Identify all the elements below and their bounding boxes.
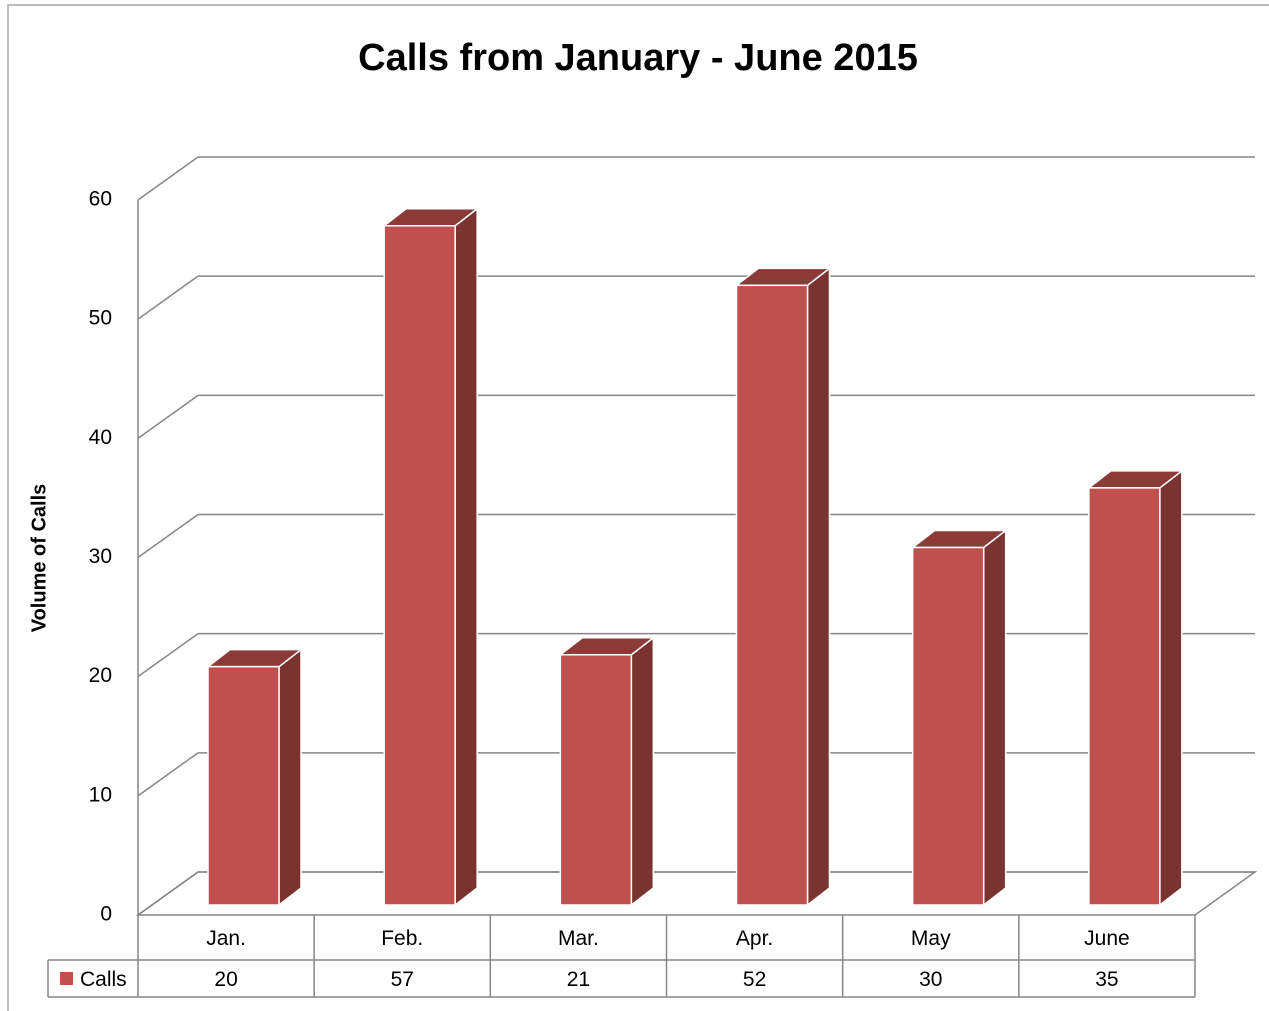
grid-line-side xyxy=(137,394,199,439)
grid-line-side xyxy=(137,513,199,559)
bar-side xyxy=(630,636,655,907)
x-tick-label: May xyxy=(911,927,951,950)
bar xyxy=(1088,487,1161,906)
y-tick-label: 60 xyxy=(89,188,112,211)
x-tick-label: June xyxy=(1084,927,1130,950)
bar xyxy=(383,225,456,906)
table-value: 20 xyxy=(214,968,237,991)
y-tick-label: 20 xyxy=(89,664,112,687)
x-tick-label: Mar. xyxy=(558,927,599,950)
y-tick-label: 30 xyxy=(89,545,112,568)
bar-side xyxy=(454,207,478,907)
grid-line-side xyxy=(137,275,199,320)
x-tick-label: Jan. xyxy=(206,927,246,950)
table-value: 30 xyxy=(919,968,942,991)
bar-side xyxy=(806,266,831,907)
bar-side xyxy=(1159,469,1183,907)
bar xyxy=(207,665,280,906)
legend-swatch xyxy=(60,972,73,985)
table-value: 52 xyxy=(743,968,766,991)
floor xyxy=(135,871,1258,916)
y-tick-label: 0 xyxy=(100,903,112,926)
bar-side xyxy=(278,648,302,907)
y-tick-label: 50 xyxy=(89,307,112,330)
grid-line-side xyxy=(137,752,199,797)
legend-label: Calls xyxy=(80,968,127,991)
table-value: 21 xyxy=(567,968,590,991)
chart-title: Calls from January - June 2015 xyxy=(358,37,918,79)
grid-line-side xyxy=(137,633,199,678)
bar xyxy=(911,546,985,906)
bar xyxy=(735,284,809,906)
table-value: 35 xyxy=(1095,968,1118,991)
bar xyxy=(559,654,633,906)
bar-side xyxy=(982,528,1007,907)
y-tick-label: 40 xyxy=(89,426,112,449)
y-tick-label: 10 xyxy=(89,783,112,806)
y-axis-label: Volume of Calls xyxy=(28,484,50,633)
x-tick-label: Feb. xyxy=(381,927,423,950)
grid-line-side xyxy=(137,871,199,916)
table-value: 57 xyxy=(391,968,414,991)
grid-line-side xyxy=(137,156,199,201)
x-tick-label: Apr. xyxy=(736,927,773,950)
